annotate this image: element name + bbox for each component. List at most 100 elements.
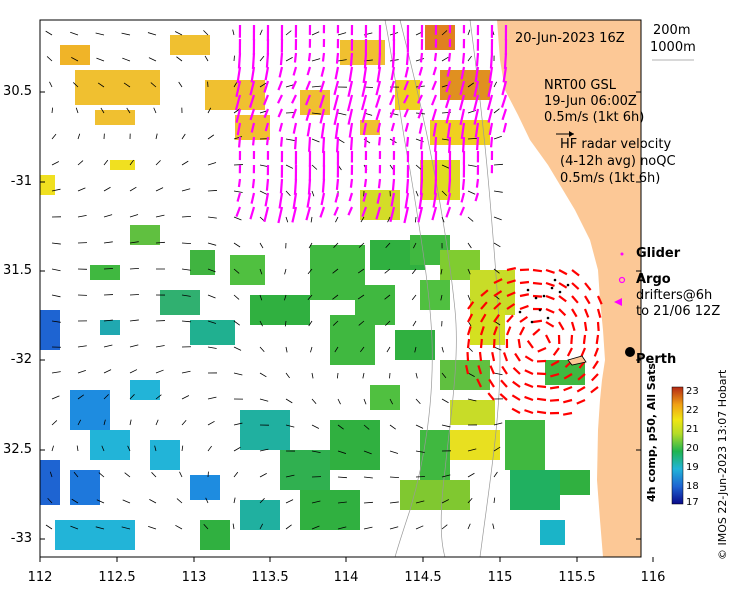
hf-arrow — [524, 395, 534, 402]
drifter-dot — [553, 278, 557, 282]
hf-arrow — [519, 315, 529, 323]
gsl-arrow — [446, 122, 452, 139]
gsl-arrow — [405, 136, 410, 147]
gsl-arrow — [318, 94, 326, 109]
gsl-arrow — [404, 66, 410, 78]
current-vector — [492, 523, 495, 530]
gsl-title: NRT00 GSL — [544, 78, 616, 93]
gsl-arrow — [377, 136, 382, 146]
current-vector — [284, 294, 287, 301]
hf-arrow — [596, 321, 600, 332]
gsl-arrow — [375, 206, 382, 220]
current-vector — [259, 190, 268, 195]
hf-arrow — [488, 378, 495, 388]
gsl-arrow — [250, 122, 256, 133]
drifters-label-1: drifters@6h — [636, 288, 713, 303]
plot-frame — [39, 19, 642, 558]
gsl-arrow — [390, 122, 396, 132]
gsl-arrow — [362, 122, 368, 136]
gsl-arrow — [263, 206, 270, 223]
hf-arrow — [584, 295, 591, 305]
current-vector — [311, 424, 320, 429]
gsl-scale: 0.5m/s (1kt 6h) — [544, 110, 645, 125]
gsl-arrow — [473, 80, 480, 97]
current-vector — [155, 133, 158, 140]
current-vector — [493, 81, 498, 88]
current-vector — [103, 186, 111, 192]
current-vector — [311, 58, 321, 62]
hf-arrow — [545, 307, 555, 314]
current-vector — [49, 81, 53, 88]
current-vector — [337, 424, 344, 430]
current-vector — [96, 57, 105, 62]
gsl-arrow — [305, 108, 312, 121]
drifter-dot — [534, 296, 538, 300]
current-vector — [154, 445, 157, 452]
gsl-arrow — [433, 52, 438, 62]
current-vector — [178, 81, 183, 88]
hf-arrow — [576, 398, 586, 405]
hf-arrow — [524, 369, 534, 375]
current-vector — [284, 320, 287, 327]
hf-arrow — [580, 347, 587, 357]
drifter-dot — [542, 294, 546, 298]
current-vector — [385, 242, 391, 249]
current-vector — [259, 29, 263, 36]
hf-arrow — [506, 267, 517, 272]
current-vector — [77, 394, 85, 400]
gsl-arrow — [473, 108, 480, 125]
gsl-arrow — [391, 52, 396, 68]
sst-patch — [400, 480, 470, 510]
current-vector — [363, 476, 373, 479]
current-vector — [259, 320, 263, 327]
current-vector — [415, 190, 419, 197]
sst-patch — [280, 450, 330, 490]
hf-arrow — [493, 290, 503, 297]
current-vector — [285, 499, 294, 504]
hf-arrow — [519, 293, 530, 298]
hf-arrow — [536, 410, 547, 415]
current-vector — [337, 398, 341, 405]
current-vector — [414, 346, 417, 353]
gsl-arrow — [363, 52, 368, 69]
current-vector — [232, 29, 235, 36]
date-label: 20-Jun-2023 16Z — [515, 31, 625, 46]
gsl-arrow — [334, 192, 340, 203]
sst-patch — [70, 390, 110, 430]
glider-symbol — [620, 252, 624, 256]
current-vector — [207, 242, 217, 246]
current-vector — [233, 497, 236, 504]
current-vector — [493, 216, 502, 221]
hf-arrow — [487, 392, 495, 401]
gsl-arrow — [419, 178, 424, 195]
gsl-arrow — [321, 52, 326, 62]
current-vector — [77, 187, 86, 192]
current-vector — [285, 524, 292, 530]
hf-arrow — [590, 386, 599, 394]
gsl-arrow — [349, 52, 354, 67]
current-vector — [121, 526, 131, 530]
gsl-arrows — [234, 24, 508, 224]
gsl-arrow — [389, 108, 396, 119]
gsl-arrow — [277, 108, 284, 118]
current-vector — [233, 471, 239, 478]
gsl-arrow — [320, 122, 326, 139]
current-vector — [181, 294, 191, 297]
current-vector — [71, 57, 79, 62]
current-vector — [233, 446, 241, 452]
gsl-arrow — [279, 136, 284, 147]
gsl-arrow — [334, 66, 340, 80]
current-vector — [440, 294, 443, 301]
current-vector — [233, 190, 243, 193]
current-vector — [51, 161, 59, 166]
sst-patch — [395, 330, 435, 360]
gsl-arrow — [333, 108, 340, 126]
current-vector — [441, 424, 451, 428]
perth-label: Perth — [636, 352, 677, 367]
hf-arrow — [493, 278, 503, 284]
gsl-arrow — [291, 94, 297, 104]
hf-arrow — [552, 347, 560, 356]
hf-arrow — [596, 295, 603, 305]
gsl-arrow — [279, 178, 284, 194]
hf-arrow — [571, 295, 579, 304]
